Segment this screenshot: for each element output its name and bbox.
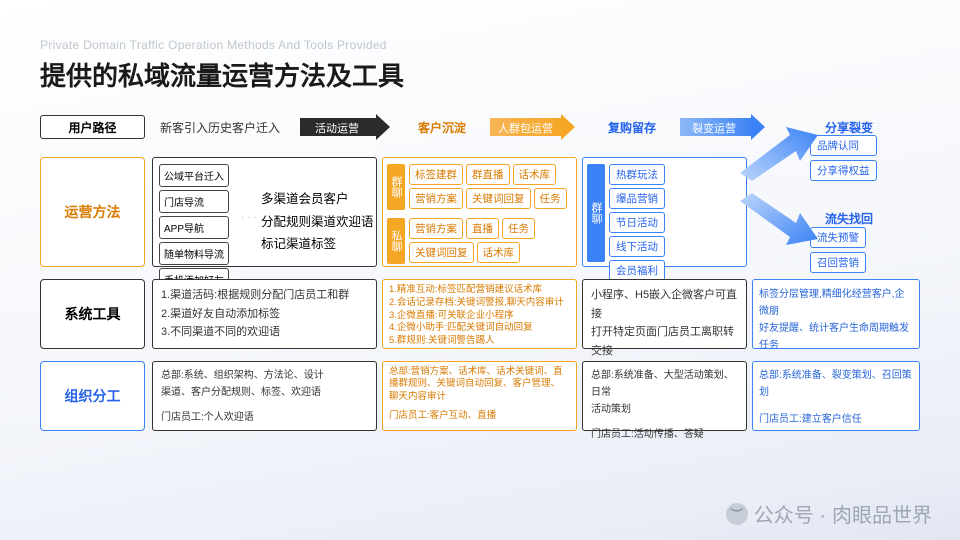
row2-col2: 群聊 标签建群 群直播 话术库 营销方案 关键词回复 任务 私聊 营销方案 直播… xyxy=(382,157,577,267)
gc0: 标签建群 xyxy=(409,164,463,185)
r3c4a: 标签分层管理,精细化经营客户,企微朋 xyxy=(759,286,913,320)
r3c4b: 好友提醒、统计客户生命周期触发任务 xyxy=(759,320,913,354)
r4c3b: 活动策划 xyxy=(591,401,738,418)
r3c3a: 小程序、H5嵌入企微客户可直接 xyxy=(591,286,738,323)
r3c2c: 3.企微直播:可关联企业小程序 xyxy=(389,310,570,323)
r2c1-bigB: 分配规则渠道欢迎语 xyxy=(261,211,374,234)
r2c1-bigC: 标记渠道标签 xyxy=(261,233,374,256)
r3c1b: 2.渠道好友自动添加标签 xyxy=(161,305,368,324)
r4c1c: 门店员工:个人欢迎语 xyxy=(161,409,368,426)
r2-1: 召回营销 xyxy=(810,252,866,273)
connector-dots: · · · xyxy=(241,212,257,223)
watermark: ︶ 公众号 · 肉眼品世界 xyxy=(726,499,932,528)
row4-label: 组织分工 xyxy=(40,361,145,431)
pc2: 任务 xyxy=(502,218,535,239)
wechat-icon: ︶ xyxy=(726,503,748,525)
c3-1: 爆品营销 xyxy=(609,188,665,209)
stage-4: 分享裂变 xyxy=(825,119,873,136)
r4c2b: 播群规则、关键词自动回复、客户管理、 xyxy=(389,378,570,390)
c3-0: 热群玩法 xyxy=(609,164,665,185)
r3c2a: 1.精准互动:标签匹配营销建议话术库 xyxy=(389,284,570,297)
row2-col3: 群聊 热群玩法 爆品营销 节日活动 线下活动 会员福利 xyxy=(582,157,747,267)
c3-3: 线下活动 xyxy=(609,236,665,257)
r2c1-big: 多渠道会员客户 分配规则渠道欢迎语 标记渠道标签 xyxy=(261,188,374,256)
stage-1: 新客引入历史客户迁入 xyxy=(160,119,280,136)
arrow-fission-label: 裂变运营 xyxy=(692,120,736,136)
arrow-activity-label: 活动运营 xyxy=(315,120,359,136)
row3-c1: 1.渠道活码:根据规则分配门店员工和群 2.渠道好友自动添加标签 3.不同渠道不… xyxy=(152,279,377,349)
r3c1a: 1.渠道活码:根据规则分配门店员工和群 xyxy=(161,286,368,305)
r4c3c: 门店员工:活动传播、答疑 xyxy=(591,426,738,443)
r4c4b: 门店员工:建立客户信任 xyxy=(759,411,913,428)
big-arrow-down xyxy=(740,193,820,253)
gc2: 话术库 xyxy=(513,164,557,185)
pc4: 话术库 xyxy=(477,242,521,263)
page-title: 提供的私域流量运营方法及工具 xyxy=(40,56,404,93)
big-arrow-up xyxy=(740,123,820,183)
row4-c2: 总部:营销方案、话术库、话术关键词、直 播群规则、关键词自动回复、客户管理、 聊… xyxy=(382,361,577,431)
row4-c1: 总部:系统、组织架构、方法论、设计 渠道、客户分配规则、标签、欢迎语 门店员工:… xyxy=(152,361,377,431)
r2c1-i2: APP导航 xyxy=(159,216,229,239)
r3c3b: 打开特定页面门店员工离职转交接 xyxy=(591,323,738,360)
gc5: 任务 xyxy=(534,188,567,209)
page-subtitle: Private Domain Traffic Operation Methods… xyxy=(40,38,387,52)
pc0: 营销方案 xyxy=(409,218,463,239)
r2c1-i3: 随单物料导流 xyxy=(159,242,229,265)
pc1: 直播 xyxy=(466,218,499,239)
r3c2d: 4.企微小助手:匹配关键词自动回复 xyxy=(389,322,570,335)
row3-c4: 标签分层管理,精细化经营客户,企微朋 好友提醒、统计客户生命周期触发任务 xyxy=(752,279,920,349)
arrow-crowd-label: 人群包运营 xyxy=(498,120,553,136)
row2-label: 运营方法 xyxy=(40,157,145,267)
watermark-prefix: 公众号 · xyxy=(754,499,826,528)
c3-4: 会员福利 xyxy=(609,260,665,281)
r2c1-bigA: 多渠道会员客户 xyxy=(261,188,374,211)
row4-c4: 总部:系统准备、裂变策划、召回策划 门店员工:建立客户信任 xyxy=(752,361,920,431)
gc4: 关键词回复 xyxy=(466,188,531,209)
pc3: 关键词回复 xyxy=(409,242,474,263)
c3-2: 节日活动 xyxy=(609,212,665,233)
r4c1b: 渠道、客户分配规则、标签、欢迎语 xyxy=(161,384,368,401)
r4c2a: 总部:营销方案、话术库、话术关键词、直 xyxy=(389,366,570,378)
r2c1-i1: 门店导流 xyxy=(159,190,229,213)
watermark-name: 肉眼品世界 xyxy=(832,499,932,528)
flow-label: 用户路径 xyxy=(40,115,145,139)
r4c3a: 总部:系统准备、大型活动策划、日常 xyxy=(591,367,738,401)
row2-col1: 公域平台迁入 门店导流 APP导航 随单物料导流 手机添加好友 · · · 多渠… xyxy=(152,157,377,267)
gc3: 营销方案 xyxy=(409,188,463,209)
r4c4a: 总部:系统准备、裂变策划、召回策划 xyxy=(759,367,913,401)
row3-c3: 小程序、H5嵌入企微客户可直接 打开特定页面门店员工离职转交接 xyxy=(582,279,747,349)
stage-2: 客户沉淀 xyxy=(418,119,466,136)
row4-c3: 总部:系统准备、大型活动策划、日常 活动策划 门店员工:活动传播、答疑 xyxy=(582,361,747,431)
stage-5: 流失找回 xyxy=(825,210,873,227)
privchat-label: 私聊 xyxy=(387,218,405,264)
r3c2e: 5.群规则:关键词警告踢人 xyxy=(389,335,570,348)
r4c2d: 门店员工:客户互动、直播 xyxy=(389,408,570,424)
r4c2c: 聊天内容审计 xyxy=(389,391,570,403)
r3c1c: 3.不同渠道不同的欢迎语 xyxy=(161,323,368,342)
row3-c2: 1.精准互动:标签匹配营销建议话术库 2.会话记录存档:关键词警报,聊天内容审计… xyxy=(382,279,577,349)
r2c1-i0: 公域平台迁入 xyxy=(159,164,229,187)
r4c1a: 总部:系统、组织架构、方法论、设计 xyxy=(161,367,368,384)
stage-3: 复购留存 xyxy=(608,119,656,136)
row3-label: 系统工具 xyxy=(40,279,145,349)
groupchat2-label: 群聊 xyxy=(587,164,605,262)
gc1: 群直播 xyxy=(466,164,510,185)
r3c2b: 2.会话记录存档:关键词警报,聊天内容审计 xyxy=(389,297,570,310)
groupchat-label: 群聊 xyxy=(387,164,405,210)
